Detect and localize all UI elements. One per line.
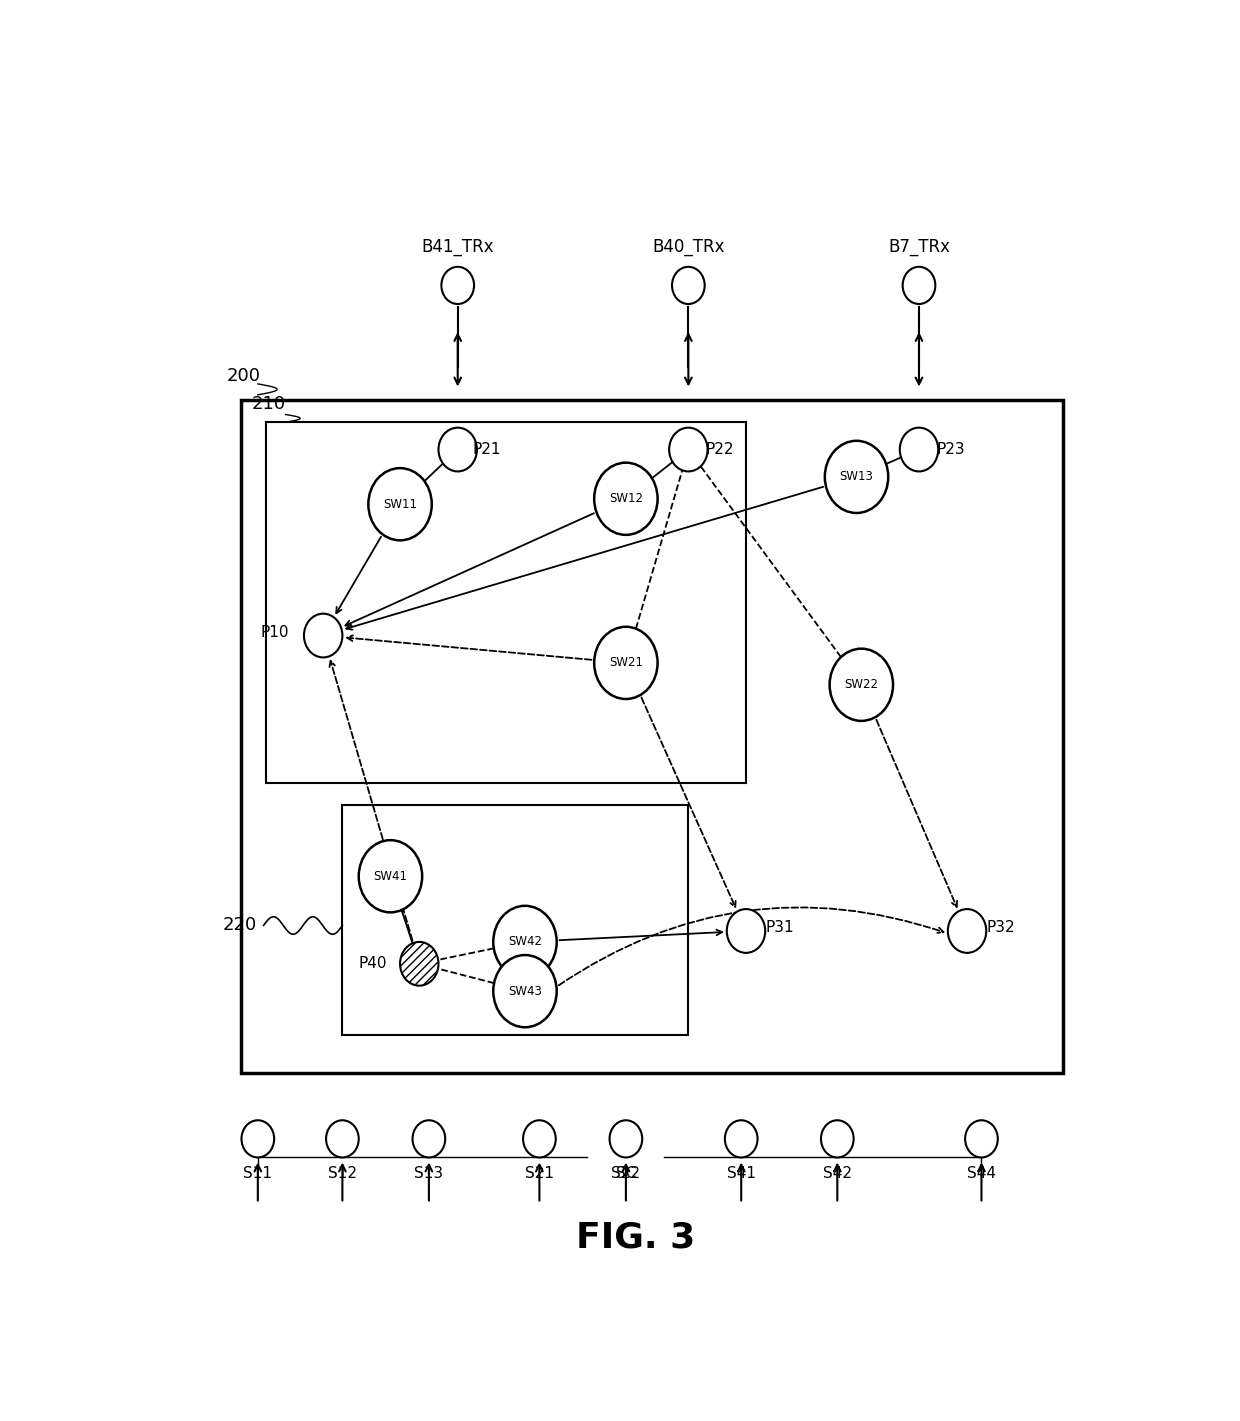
Text: SC: SC	[616, 1167, 636, 1181]
Text: SW13: SW13	[839, 470, 873, 483]
Circle shape	[358, 840, 422, 912]
Text: SW11: SW11	[383, 497, 417, 510]
Text: S11: S11	[243, 1167, 273, 1181]
Text: S13: S13	[414, 1167, 444, 1181]
Text: 220: 220	[222, 917, 257, 935]
Circle shape	[441, 267, 474, 304]
Bar	[342, 806, 688, 1034]
Bar	[265, 422, 746, 783]
Text: S12: S12	[327, 1167, 357, 1181]
Circle shape	[494, 905, 557, 978]
Circle shape	[242, 1120, 274, 1158]
Circle shape	[672, 267, 704, 304]
Text: SW43: SW43	[508, 985, 542, 998]
Text: FIG. 3: FIG. 3	[575, 1221, 696, 1255]
Circle shape	[900, 428, 939, 472]
Circle shape	[727, 909, 765, 953]
Circle shape	[725, 1120, 758, 1158]
Text: B41_TRx: B41_TRx	[422, 237, 494, 256]
Text: P31: P31	[765, 921, 794, 935]
Circle shape	[825, 441, 888, 513]
Text: SW12: SW12	[609, 492, 642, 506]
Text: S21: S21	[525, 1167, 554, 1181]
Text: P23: P23	[936, 442, 965, 458]
Circle shape	[401, 942, 439, 986]
Text: S22: S22	[611, 1167, 640, 1181]
Text: P40: P40	[358, 956, 387, 972]
Bar	[242, 401, 1063, 1073]
Text: SW21: SW21	[609, 657, 642, 669]
Text: S44: S44	[967, 1167, 996, 1181]
Text: P22: P22	[706, 442, 734, 458]
Circle shape	[965, 1120, 998, 1158]
Text: 210: 210	[252, 395, 285, 412]
Text: SW41: SW41	[373, 870, 408, 882]
Circle shape	[830, 648, 893, 720]
Text: B7_TRx: B7_TRx	[888, 237, 950, 256]
Text: S42: S42	[823, 1167, 852, 1181]
Circle shape	[413, 1120, 445, 1158]
Circle shape	[368, 468, 432, 540]
Text: SW42: SW42	[508, 935, 542, 948]
Circle shape	[821, 1120, 853, 1158]
Circle shape	[326, 1120, 358, 1158]
Circle shape	[947, 909, 986, 953]
Circle shape	[594, 463, 657, 534]
Circle shape	[523, 1120, 556, 1158]
Text: P10: P10	[260, 625, 289, 639]
Circle shape	[670, 428, 708, 472]
Text: P32: P32	[986, 921, 1016, 935]
Text: SW22: SW22	[844, 678, 878, 691]
Text: P21: P21	[472, 442, 501, 458]
Text: S41: S41	[727, 1167, 755, 1181]
Circle shape	[610, 1120, 642, 1158]
Circle shape	[304, 614, 342, 658]
Circle shape	[903, 267, 935, 304]
Circle shape	[439, 428, 477, 472]
Text: 200: 200	[227, 367, 260, 385]
Circle shape	[594, 627, 657, 699]
Circle shape	[494, 955, 557, 1027]
Text: B40_TRx: B40_TRx	[652, 237, 724, 256]
